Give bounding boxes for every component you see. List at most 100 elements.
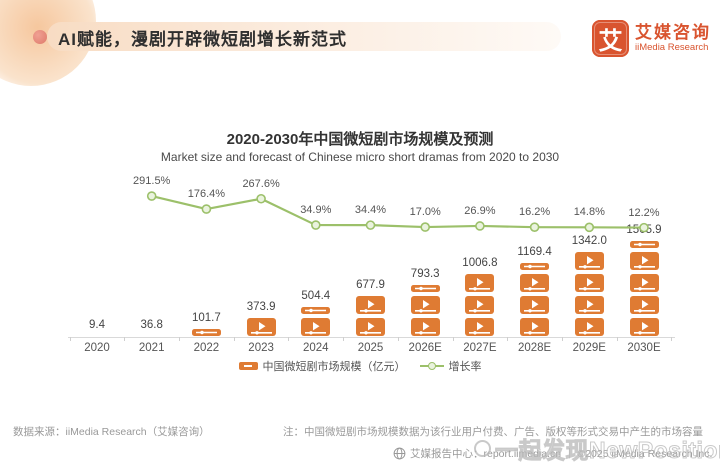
growth-rate-label: 176.4% — [187, 188, 226, 201]
x-axis-label: 2025 — [357, 342, 384, 354]
bar-value-label: 504.4 — [301, 290, 331, 302]
header-bullet-icon — [33, 30, 47, 44]
video-player-icon — [410, 318, 440, 336]
bar-value-label: 1505.9 — [626, 224, 662, 236]
x-axis-label: 2027E — [463, 342, 497, 354]
chart-title: 2020-2030年中国微短剧市场规模及预测 — [226, 131, 494, 148]
x-axis-line — [68, 337, 675, 338]
player-strip-icon — [301, 307, 331, 314]
legend-item-market-size: 中国微短剧市场规模（亿元） — [238, 358, 406, 374]
line-marker — [584, 222, 595, 233]
bar-value-label: 9.4 — [89, 319, 105, 331]
player-strip-icon — [629, 241, 659, 248]
x-axis-label: 2030E — [627, 342, 661, 354]
video-player-icon — [356, 318, 385, 336]
x-axis-label: 2029E — [572, 342, 606, 354]
video-player-icon — [465, 318, 495, 336]
video-player-icon — [629, 296, 659, 314]
x-axis-label: 2024 — [303, 342, 329, 354]
bar-value-label: 1342.0 — [571, 235, 607, 247]
video-player-icon — [629, 318, 659, 336]
x-axis-tick — [288, 337, 290, 341]
player-strip-icon — [191, 329, 221, 336]
player-strip-icon — [410, 285, 440, 292]
globe-icon — [393, 447, 406, 460]
video-player-icon — [301, 318, 331, 336]
bar-value-label: 1169.4 — [517, 246, 552, 258]
bar-value-label: 1006.8 — [462, 257, 498, 269]
video-player-icon — [465, 296, 495, 314]
x-axis-label: 2023 — [248, 342, 274, 354]
video-player-icon — [629, 274, 659, 292]
growth-rate-label: 17.0% — [409, 206, 441, 219]
chart-subtitle: Market size and forecast of Chinese micr… — [160, 150, 560, 164]
chart-legend: 中国微短剧市场规模（亿元） 增长率 — [0, 358, 720, 374]
video-player-icon — [629, 252, 659, 270]
growth-rate-label: 34.9% — [300, 204, 332, 217]
watermark-text: 一起发现NewPosition — [495, 437, 720, 464]
line-marker — [420, 222, 431, 232]
bar-series-swatch-icon — [238, 362, 258, 370]
video-player-icon — [520, 318, 550, 336]
iimedia-logo: 艾 艾媒咨询 iiMedia Research — [592, 20, 711, 57]
x-axis-label: 2021 — [138, 342, 165, 354]
bar-stack — [629, 241, 659, 336]
video-player-icon — [574, 296, 604, 314]
watermark-logo-icon — [474, 439, 491, 457]
bar-value-label: 36.8 — [140, 319, 163, 331]
bar-value-label: 793.3 — [410, 268, 440, 280]
legend-bar-label: 中国微短剧市场规模（亿元） — [262, 361, 406, 373]
video-player-icon — [356, 296, 385, 314]
growth-rate-label: 26.9% — [464, 204, 496, 217]
logo-brand-cn: 艾媒咨询 — [635, 22, 711, 42]
video-player-icon — [574, 318, 604, 336]
x-axis-label: 2022 — [193, 342, 220, 354]
bar-stack — [356, 296, 385, 336]
video-player-icon — [465, 274, 495, 292]
x-axis-tick — [561, 337, 563, 341]
x-axis-label: 2026E — [408, 342, 442, 354]
bar-value-label: 373.9 — [246, 301, 276, 313]
growth-rate-label: 16.2% — [518, 206, 551, 219]
x-axis-tick — [507, 337, 509, 341]
x-axis-tick — [69, 337, 71, 341]
bar-value-label: 677.9 — [356, 279, 385, 291]
x-axis-tick — [397, 337, 399, 341]
logo-brand-en: iiMedia Research — [635, 41, 709, 53]
x-axis-tick — [671, 337, 673, 341]
legend-item-growth-rate: 增长率 — [419, 358, 482, 374]
legend-line-label: 增长率 — [448, 361, 482, 373]
x-axis-tick — [179, 337, 181, 341]
line-marker — [146, 191, 157, 201]
bar-value-label: 101.7 — [192, 312, 221, 324]
line-marker — [256, 193, 266, 204]
video-player-icon — [574, 274, 604, 292]
growth-rate-label: 14.8% — [573, 206, 605, 219]
x-axis-label: 2020 — [84, 342, 110, 354]
video-player-icon — [574, 252, 604, 270]
line-marker — [201, 204, 212, 214]
iimedia-logo-icon: 艾 — [592, 20, 629, 57]
bar-stack — [574, 252, 604, 336]
bar-stack — [520, 263, 550, 336]
bar-stack — [191, 329, 221, 336]
header-title-pill — [47, 22, 561, 51]
bar-stack — [246, 318, 276, 336]
x-axis-tick — [616, 337, 618, 341]
watermark: 一起发现NewPosition — [474, 431, 720, 465]
footnote-text: 注：中国微短剧市场规模数据为该行业用户付费、广告、版权等形式交易中产生的市场容量 — [283, 426, 703, 438]
video-player-icon — [520, 296, 550, 314]
line-marker — [365, 220, 376, 230]
x-axis-tick — [343, 337, 345, 341]
growth-rate-label: 34.4% — [354, 204, 387, 217]
bar-stack — [410, 285, 440, 336]
line-marker — [475, 221, 485, 231]
page-title: AI赋能，漫剧开辟微短剧增长新范式 — [58, 30, 347, 49]
line-series-swatch-icon — [419, 362, 444, 371]
video-player-icon — [246, 318, 276, 336]
video-player-icon — [410, 296, 440, 314]
growth-rate-label: 12.2% — [628, 206, 660, 219]
line-marker — [529, 222, 540, 232]
x-axis-label: 2028E — [517, 342, 552, 354]
